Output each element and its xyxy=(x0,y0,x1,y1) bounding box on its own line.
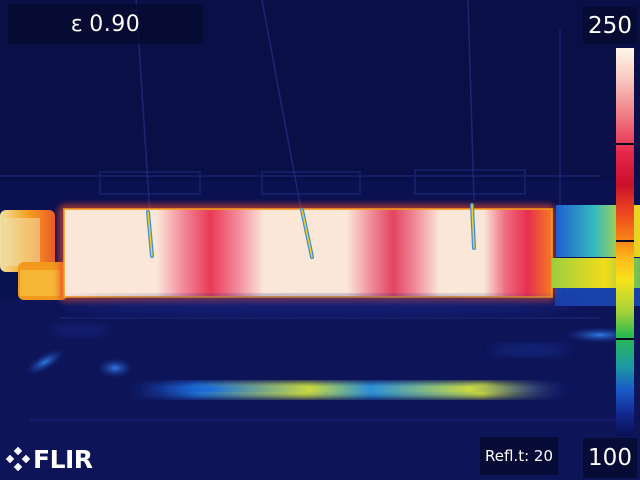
flir-logo-text: FLIR xyxy=(33,447,93,472)
emissivity-value: 0.90 xyxy=(89,12,140,37)
scale-min-label: 100 xyxy=(583,438,637,478)
flir-diamond-icon xyxy=(6,447,30,471)
colorbar-tick xyxy=(616,240,634,242)
temperature-colorbar xyxy=(616,48,634,436)
emissivity-symbol: ε xyxy=(71,12,83,37)
colorbar-tick xyxy=(616,338,634,340)
scale-max-label: 250 xyxy=(583,7,637,44)
reflected-temp-readout: Refl.t: 20 xyxy=(480,437,558,475)
colorbar-tick xyxy=(616,143,634,145)
flir-logo: FLIR xyxy=(6,444,93,474)
emissivity-readout: ε 0.90 xyxy=(8,4,203,44)
